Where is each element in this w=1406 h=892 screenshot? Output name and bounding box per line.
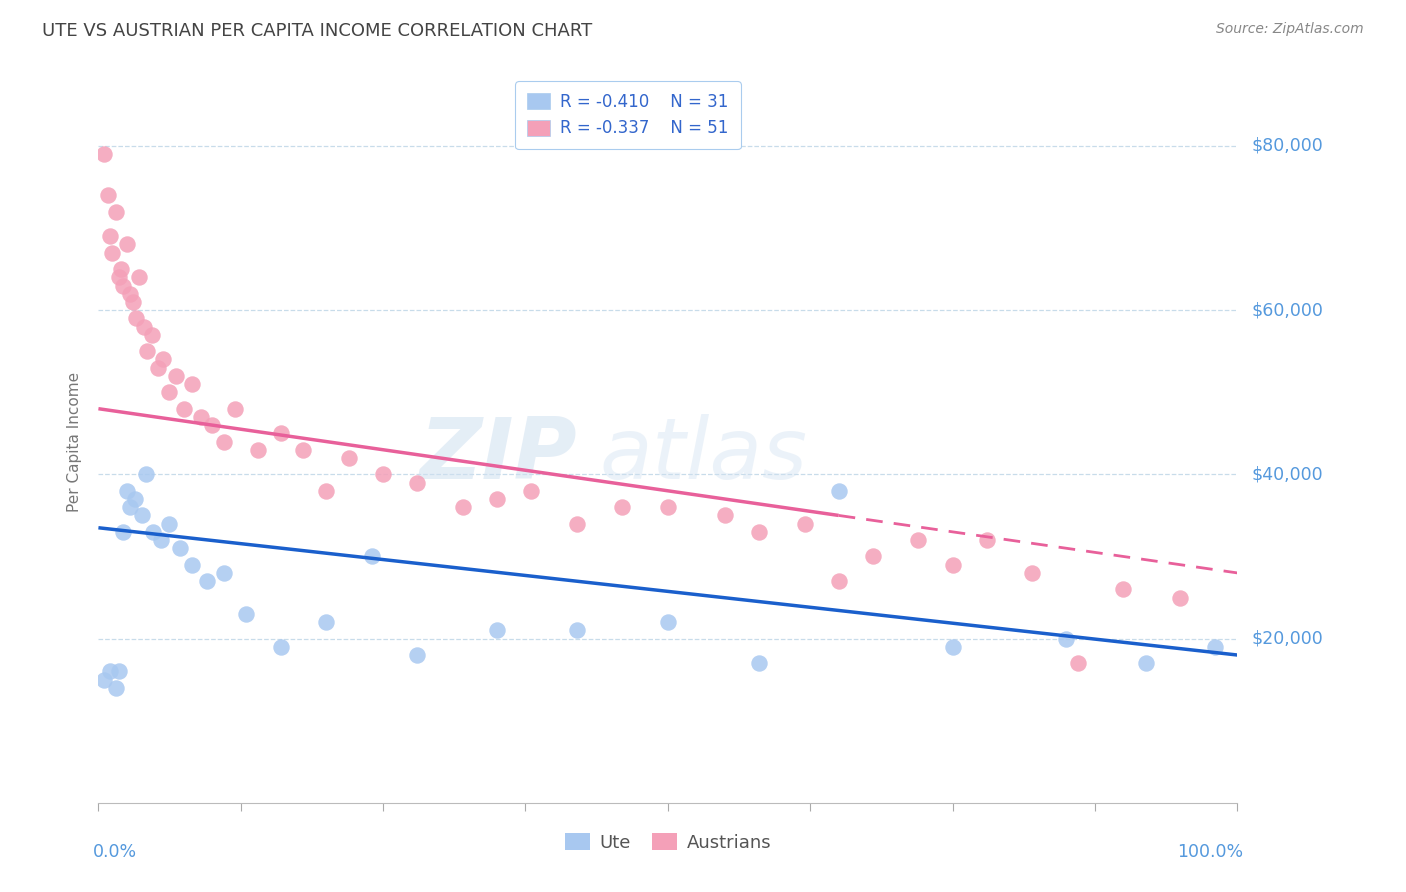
- Point: [748, 657, 770, 671]
- Point: [1135, 657, 1157, 671]
- Point: [224, 401, 246, 416]
- Point: [292, 442, 315, 457]
- Point: [146, 360, 169, 375]
- Point: [862, 549, 884, 564]
- Point: [793, 516, 815, 531]
- Text: ZIP: ZIP: [419, 415, 576, 498]
- Point: [1021, 566, 1043, 580]
- Legend: Ute, Austrians: Ute, Austrians: [558, 826, 778, 859]
- Point: [337, 450, 360, 465]
- Point: [101, 245, 124, 260]
- Point: [612, 500, 634, 515]
- Point: [108, 270, 131, 285]
- Point: [120, 286, 142, 301]
- Point: [128, 270, 150, 285]
- Point: [195, 574, 218, 588]
- Point: [131, 508, 153, 523]
- Point: [748, 524, 770, 539]
- Point: [157, 516, 180, 531]
- Point: [270, 426, 292, 441]
- Point: [135, 467, 157, 482]
- Point: [93, 147, 115, 161]
- Point: [141, 327, 163, 342]
- Text: $80,000: $80,000: [1251, 137, 1323, 155]
- Text: atlas: atlas: [599, 415, 807, 498]
- Point: [486, 491, 509, 506]
- Point: [96, 188, 118, 202]
- Point: [907, 533, 929, 547]
- Point: [157, 385, 180, 400]
- Point: [110, 262, 132, 277]
- Point: [201, 418, 224, 433]
- Point: [828, 574, 851, 588]
- Point: [942, 558, 965, 572]
- Point: [714, 508, 737, 523]
- Point: [1054, 632, 1078, 646]
- Point: [828, 483, 851, 498]
- Point: [486, 624, 509, 638]
- Point: [108, 665, 131, 679]
- Point: [942, 640, 965, 654]
- Point: [152, 352, 174, 367]
- Point: [1204, 640, 1226, 654]
- Point: [173, 401, 195, 416]
- Text: Source: ZipAtlas.com: Source: ZipAtlas.com: [1216, 22, 1364, 37]
- Point: [165, 368, 187, 383]
- Point: [657, 615, 679, 630]
- Point: [104, 204, 127, 219]
- Point: [180, 377, 202, 392]
- Point: [115, 483, 138, 498]
- Point: [315, 483, 337, 498]
- Y-axis label: Per Capita Income: Per Capita Income: [67, 371, 83, 512]
- Point: [121, 295, 143, 310]
- Text: 100.0%: 100.0%: [1177, 843, 1243, 861]
- Point: [169, 541, 191, 556]
- Point: [190, 409, 212, 424]
- Point: [112, 524, 135, 539]
- Point: [115, 237, 138, 252]
- Point: [93, 673, 115, 687]
- Point: [136, 344, 159, 359]
- Text: $20,000: $20,000: [1251, 630, 1323, 648]
- Point: [235, 607, 257, 621]
- Point: [1112, 582, 1135, 597]
- Point: [180, 558, 202, 572]
- Point: [270, 640, 292, 654]
- Point: [98, 665, 121, 679]
- Text: $60,000: $60,000: [1251, 301, 1323, 319]
- Text: UTE VS AUSTRIAN PER CAPITA INCOME CORRELATION CHART: UTE VS AUSTRIAN PER CAPITA INCOME CORREL…: [42, 22, 592, 40]
- Point: [657, 500, 679, 515]
- Point: [212, 434, 235, 449]
- Text: $40,000: $40,000: [1251, 466, 1323, 483]
- Point: [246, 442, 269, 457]
- Point: [125, 311, 148, 326]
- Point: [976, 533, 998, 547]
- Point: [520, 483, 543, 498]
- Point: [565, 624, 588, 638]
- Point: [104, 681, 127, 695]
- Point: [132, 319, 155, 334]
- Text: 0.0%: 0.0%: [93, 843, 136, 861]
- Point: [124, 491, 146, 506]
- Point: [1067, 657, 1090, 671]
- Point: [451, 500, 474, 515]
- Point: [360, 549, 382, 564]
- Point: [371, 467, 394, 482]
- Point: [1170, 591, 1192, 605]
- Point: [565, 516, 588, 531]
- Point: [406, 475, 429, 490]
- Point: [150, 533, 173, 547]
- Point: [315, 615, 337, 630]
- Point: [120, 500, 142, 515]
- Point: [98, 229, 121, 244]
- Point: [406, 648, 429, 662]
- Point: [112, 278, 135, 293]
- Point: [142, 524, 165, 539]
- Point: [212, 566, 235, 580]
